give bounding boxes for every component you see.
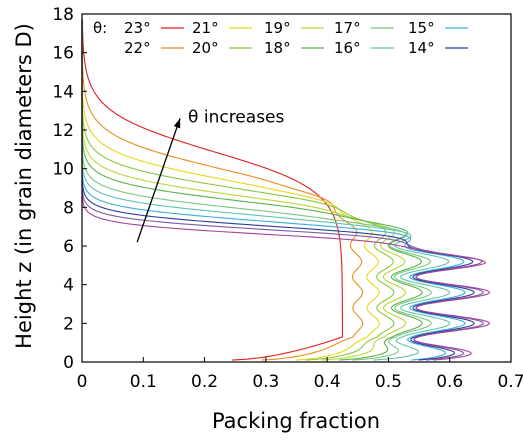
x-tick-label: 0.4 — [314, 372, 341, 392]
annotation-text: θ increases — [188, 107, 284, 127]
series-line-6 — [81, 18, 432, 361]
x-tick-label: 0.1 — [130, 372, 157, 392]
axes — [81, 13, 512, 363]
annotation: θ increases — [136, 107, 285, 243]
series-line-5 — [81, 18, 423, 361]
y-tick-label: 8 — [63, 198, 74, 218]
legend-label: 15° — [408, 19, 435, 37]
legend-label: 20° — [192, 39, 219, 57]
annotation-arrow-shaft — [136, 118, 181, 243]
legend-label: 18° — [264, 39, 291, 57]
series-line-9 — [81, 18, 475, 361]
x-tick-label: 0.7 — [497, 372, 523, 392]
y-tick-label: 10 — [52, 160, 74, 180]
y-tick-label: 14 — [52, 82, 74, 102]
x-axis-title: Packing fraction — [212, 409, 380, 433]
legend-label: 17° — [334, 19, 361, 37]
y-tick-label: 2 — [63, 314, 74, 334]
x-tick-label: 0.2 — [191, 372, 218, 392]
y-axis-title: Height z (in grain diameters D) — [12, 23, 36, 349]
y-tick-label: 6 — [63, 237, 74, 257]
legend-label: 16° — [334, 39, 361, 57]
x-tick-label: 0.3 — [252, 372, 279, 392]
series-line-10 — [81, 18, 484, 361]
legend-label: 23° — [124, 19, 151, 37]
y-tick-label: 18 — [52, 5, 74, 25]
legend: θ: 23° 22° 21° 20° 19° 18° 17° 16° 15° 14° — [93, 19, 468, 57]
x-tick-label: 0.6 — [436, 372, 463, 392]
series-line-11 — [81, 18, 491, 361]
y-tick-label: 16 — [52, 44, 74, 64]
x-tick-label: 0 — [77, 372, 88, 392]
y-tick-label: 12 — [52, 121, 74, 141]
legend-label: 21° — [192, 19, 219, 37]
ticks: 0 0.1 0.2 0.3 0.4 0.5 0.6 0.7 0 2 4 6 8 10 12 14 16 18 — [52, 5, 523, 392]
y-tick-label: 0 — [63, 353, 74, 373]
x-tick-label: 0.5 — [375, 372, 402, 392]
series-line-0 — [81, 18, 344, 361]
series-line-2 — [81, 18, 380, 361]
legend-label: 19° — [264, 19, 291, 37]
plot-frame — [81, 13, 512, 363]
series-layer — [81, 18, 491, 361]
series-line-1 — [81, 18, 364, 361]
y-tick-label: 4 — [63, 276, 74, 296]
legend-title: θ: — [93, 19, 107, 37]
annotation-arrow-head — [173, 118, 181, 129]
legend-label: 14° — [408, 39, 435, 57]
legend-label: 22° — [124, 39, 151, 57]
series-line-3 — [81, 18, 395, 361]
